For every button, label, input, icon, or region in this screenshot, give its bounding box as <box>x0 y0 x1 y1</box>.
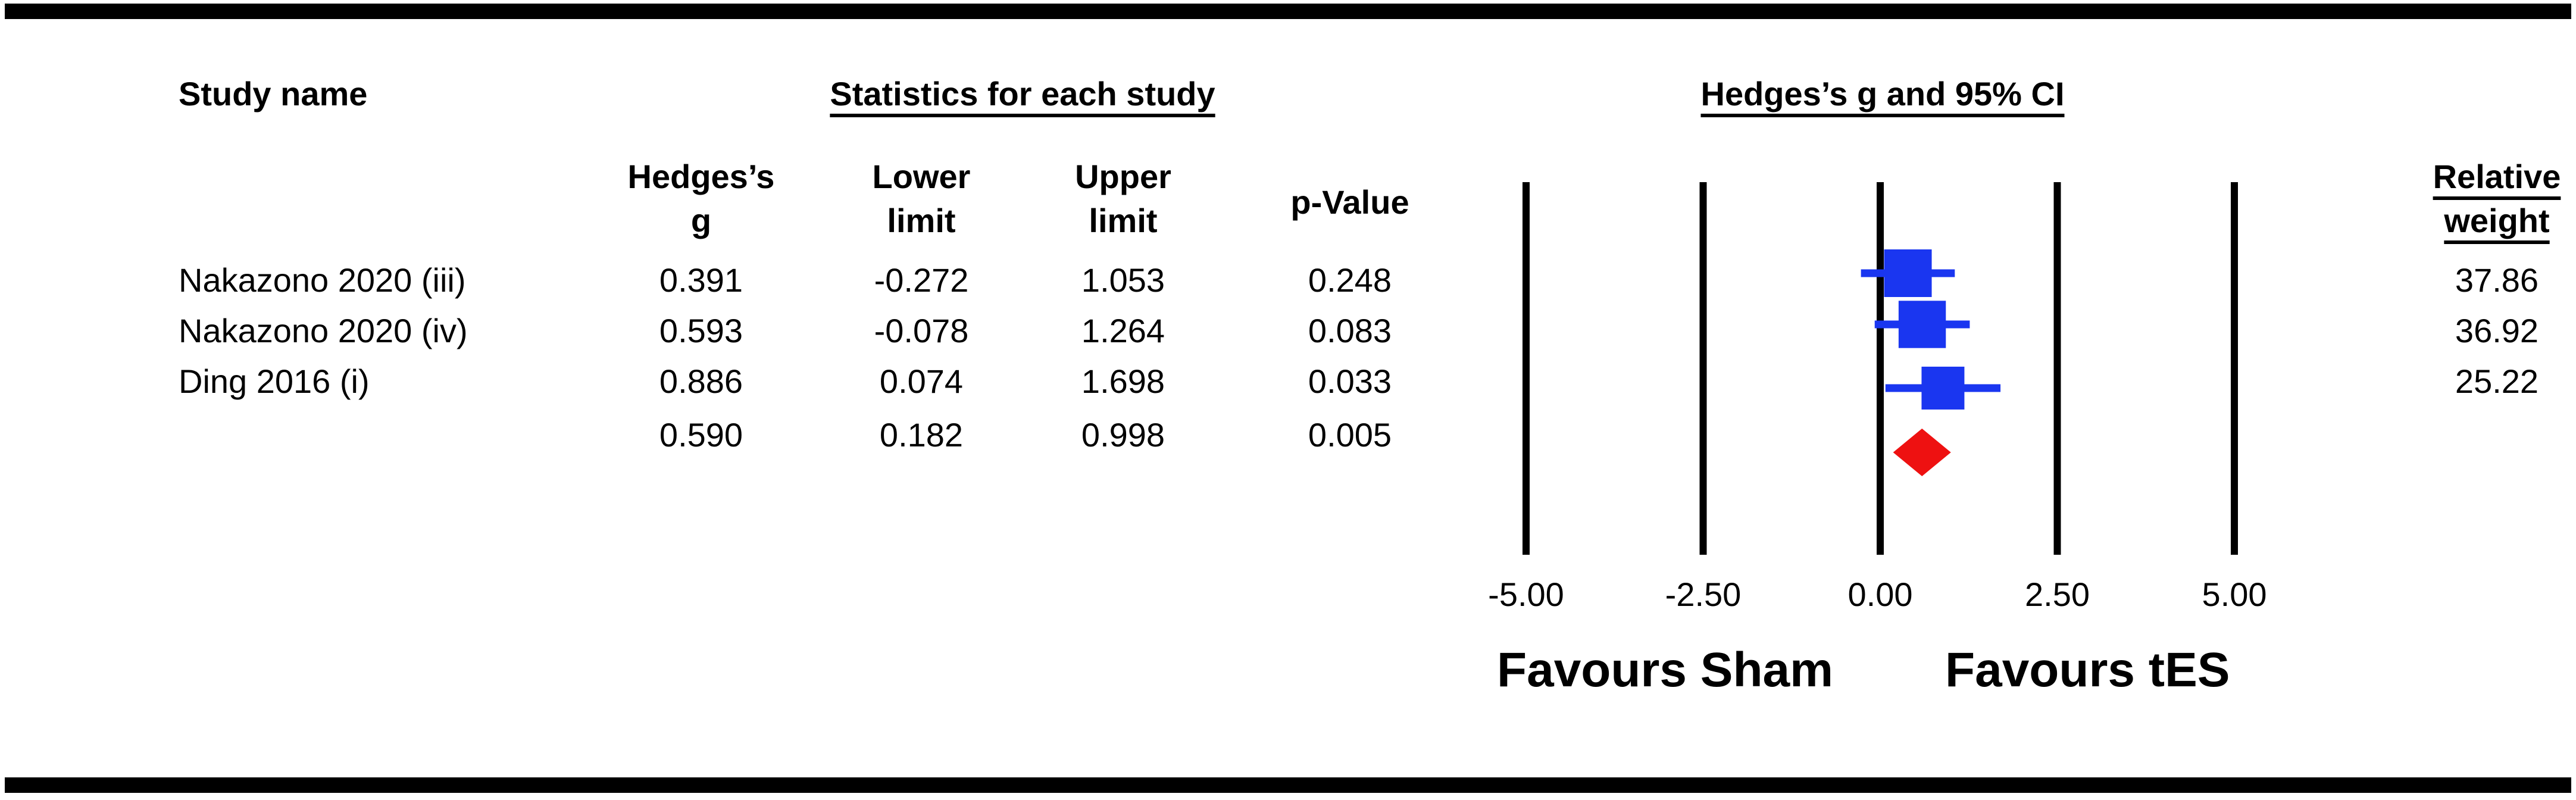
header-weight-line1: Relative <box>2433 158 2561 195</box>
bottom-rule <box>5 777 2571 793</box>
summary-lower-value: 0.182 <box>879 416 964 454</box>
header-hedges-g-line1: Hedges’s <box>627 158 775 195</box>
upper-limit-value: 1.264 <box>1081 312 1165 349</box>
header-ci-title: Hedges’s g and 95% CI <box>1700 75 2065 112</box>
summary-g-value: 0.590 <box>659 416 743 454</box>
upper-limit-value: 1.698 <box>1081 362 1165 400</box>
header-weight-line2: weight <box>2444 202 2550 239</box>
lower-limit-value: -0.272 <box>874 261 969 299</box>
favours-left-label: Favours Sham <box>1497 643 1834 697</box>
header-lower-line1: Lower <box>872 158 971 195</box>
favours-right-label: Favours tES <box>1945 643 2230 697</box>
summary-p-value: 0.005 <box>1308 416 1392 454</box>
study-name: Nakazono 2020 (iii) <box>179 261 466 299</box>
x-tick-label: 0.00 <box>1848 576 1913 613</box>
p-value: 0.033 <box>1308 362 1392 400</box>
study-name: Nakazono 2020 (iv) <box>179 312 468 349</box>
summary-upper-value: 0.998 <box>1081 416 1165 454</box>
header-study-name: Study name <box>179 75 368 112</box>
header-upper-limit: Upper limit <box>1075 155 1171 243</box>
header-hedges-g: Hedges’s g <box>628 155 775 243</box>
relative-weight-value: 37.86 <box>2455 261 2539 299</box>
x-tick-label: 2.50 <box>2025 576 2090 613</box>
upper-limit-value: 1.053 <box>1081 261 1165 299</box>
header-p-value: p-Value <box>1290 183 1409 221</box>
p-value: 0.248 <box>1308 261 1392 299</box>
header-upper-line2: limit <box>1089 202 1158 239</box>
hedges-g-value: 0.593 <box>659 312 743 349</box>
lower-limit-value: 0.074 <box>879 362 964 400</box>
relative-weight-value: 25.22 <box>2455 362 2539 400</box>
hedges-g-value: 0.886 <box>659 362 743 400</box>
lower-limit-value: -0.078 <box>874 312 969 349</box>
summary-diamond <box>1893 429 1951 476</box>
header-relative-weight: Relative weight <box>2433 155 2561 243</box>
hedges-g-value: 0.391 <box>659 261 743 299</box>
header-lower-line2: limit <box>887 202 956 239</box>
header-hedges-g-line2: g <box>690 202 712 239</box>
effect-size-marker <box>1921 367 1965 410</box>
x-tick-label: -5.00 <box>1488 576 1564 613</box>
header-statistics: Statistics for each study <box>830 75 1215 112</box>
x-tick-label: 5.00 <box>2202 576 2267 613</box>
x-tick-label: -2.50 <box>1665 576 1742 613</box>
p-value: 0.083 <box>1308 312 1392 349</box>
effect-size-marker <box>1884 249 1932 297</box>
study-name: Ding 2016 (i) <box>179 362 370 400</box>
header-lower-limit: Lower limit <box>873 155 971 243</box>
header-upper-line1: Upper <box>1075 158 1171 195</box>
top-rule <box>5 4 2571 19</box>
relative-weight-value: 36.92 <box>2455 312 2539 349</box>
effect-size-marker <box>1898 301 1946 348</box>
